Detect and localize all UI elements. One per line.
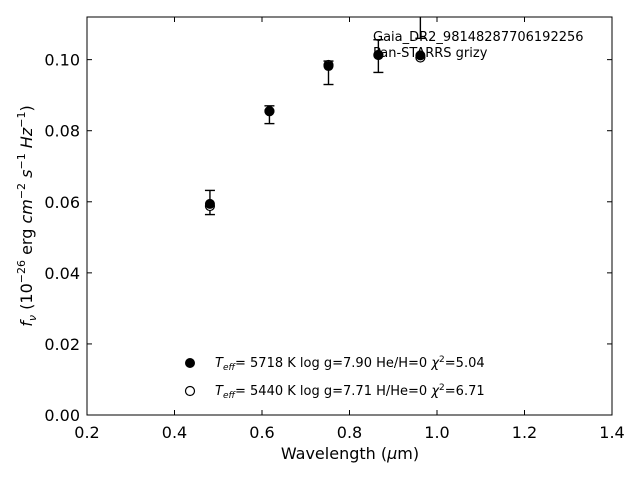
x-tick-label: 1.2 (512, 423, 537, 442)
y-axis-label: fν (10−26 erg cm−2 s−1 Hz−1) (15, 105, 39, 326)
y-tick-label: 0.04 (44, 264, 80, 283)
x-tick-label: 0.2 (74, 423, 99, 442)
legend-entry-1: Teff= 5718 K log g=7.90 He/H=0 χ2=5.04 (215, 355, 485, 373)
y-tick-label: 0.02 (44, 335, 80, 354)
model-point-filled (415, 50, 426, 61)
error-bar (415, 17, 426, 40)
legend-entry-2: Teff= 5440 K log g=7.71 H/He=0 χ2=6.71 (215, 383, 485, 401)
x-tick-label: 0.4 (162, 423, 187, 442)
y-tick-label: 0.00 (44, 406, 80, 425)
legend-marker-open (184, 385, 196, 397)
model-point-filled (264, 106, 275, 117)
legend-marker-filled (185, 358, 195, 368)
legend: Teff= 5718 K log g=7.90 He/H=0 χ2=5.04 T… (184, 355, 485, 401)
survey-annotation: Pan-STARRS grizy (373, 46, 488, 61)
chart-marks (204, 17, 426, 216)
x-tick-label: 1.4 (599, 423, 624, 442)
object-id-annotation: Gaia_DR2_98148287706192256 (373, 30, 584, 45)
y-tick-label: 0.06 (44, 193, 80, 212)
model-point-filled (373, 50, 384, 61)
x-tick-label: 0.8 (337, 423, 362, 442)
model-point-filled (323, 61, 334, 72)
x-axis-label: Wavelength (μm) (281, 444, 419, 463)
x-tick-label: 1.0 (424, 423, 449, 442)
axis-ticks: 0.2 0.4 0.6 0.8 1.0 1.2 1.4 0.00 0.02 0.04 0.06 0.0… (44, 17, 625, 442)
model-point-filled (204, 198, 215, 209)
y-tick-label: 0.10 (44, 51, 80, 70)
x-tick-label: 0.6 (249, 423, 274, 442)
y-tick-label: 0.08 (44, 122, 80, 141)
